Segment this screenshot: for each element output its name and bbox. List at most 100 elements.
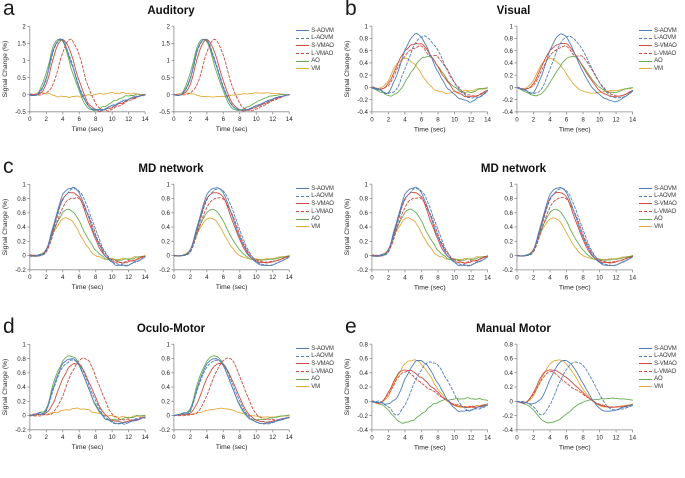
y-tick-label: 1 bbox=[509, 181, 513, 188]
y-axis-label: Signal Change (%) bbox=[2, 199, 9, 256]
x-axis-label: Time (sec) bbox=[72, 126, 104, 133]
legend-item-VM: VM bbox=[639, 65, 685, 73]
legend-label: S-AOVM bbox=[311, 185, 334, 192]
x-tick-label: 4 bbox=[61, 274, 65, 281]
series-line-S-AOVM bbox=[29, 358, 146, 425]
y-tick-label: 1 bbox=[364, 23, 368, 30]
legend-label: L-VMAO bbox=[311, 50, 334, 57]
series-line-VM bbox=[29, 91, 146, 99]
x-tick-label: 6 bbox=[222, 116, 226, 123]
x-tick-label: 4 bbox=[403, 274, 407, 281]
series-line-AO bbox=[516, 208, 633, 261]
panel-title-manual-motor: Manual Motor bbox=[476, 323, 551, 335]
x-tick-label: 8 bbox=[94, 274, 98, 281]
y-tick-label: 1 bbox=[22, 342, 26, 349]
x-tick-label: 14 bbox=[484, 434, 491, 441]
y-tick-label: 0.4 bbox=[359, 224, 368, 231]
legend-label: S-VMAO bbox=[654, 360, 677, 367]
series-line-AO bbox=[371, 55, 489, 97]
x-tick-label: 8 bbox=[94, 116, 98, 123]
legend-line-sample bbox=[639, 378, 653, 380]
axes bbox=[171, 25, 290, 115]
x-tick-label: 6 bbox=[420, 434, 424, 441]
axes bbox=[369, 343, 488, 433]
legend-item-L-AOVM: L-AOVM bbox=[296, 35, 342, 43]
legend-label: S-AOVM bbox=[654, 27, 677, 34]
series-line-S-AOVM bbox=[516, 359, 633, 412]
series-line-L-AOVM bbox=[371, 188, 489, 267]
x-tick-label: 2 bbox=[387, 116, 391, 123]
x-tick-label: 8 bbox=[581, 274, 585, 281]
y-tick-label: 0.2 bbox=[504, 72, 513, 79]
series-line-L-VMAO bbox=[516, 371, 633, 408]
legend-line-sample bbox=[639, 348, 653, 350]
y-tick-label: 0.2 bbox=[17, 398, 26, 405]
x-tick-label: 14 bbox=[484, 116, 491, 123]
legend-label: S-VMAO bbox=[311, 360, 334, 367]
x-tick-label: 14 bbox=[286, 274, 293, 281]
x-tick-label: 2 bbox=[387, 274, 391, 281]
legend-item-S-AOVM: S-AOVM bbox=[296, 185, 342, 193]
x-tick-label: 2 bbox=[45, 274, 49, 281]
x-axis-label: Time (sec) bbox=[72, 284, 104, 291]
legend-line-sample bbox=[296, 45, 310, 47]
y-tick-label: -0.2 bbox=[502, 97, 513, 104]
x-tick-label: 4 bbox=[61, 116, 65, 123]
y-tick-label: 0.6 bbox=[504, 210, 513, 217]
y-tick-label: 1 bbox=[22, 58, 26, 65]
legend-label: L-AOVM bbox=[654, 353, 676, 360]
y-tick-label: 0 bbox=[364, 399, 368, 406]
y-tick-label: 0 bbox=[167, 413, 171, 420]
x-tick-label: 10 bbox=[109, 274, 116, 281]
series-line-VM bbox=[173, 217, 290, 260]
x-tick-label: 10 bbox=[596, 274, 603, 281]
y-tick-label: 0.8 bbox=[359, 196, 368, 203]
series-line-AO bbox=[516, 397, 633, 424]
x-tick-label: 0 bbox=[172, 434, 176, 441]
subplot-left: 0 2 4 6 8 10 12 14 -0.4 -0.2 0 0.2 0.4 0.6 0.8 1 Time (s… bbox=[344, 23, 492, 133]
y-tick-label: 0.6 bbox=[359, 48, 368, 55]
legend-label: L-VMAO bbox=[654, 208, 676, 215]
y-tick-label: 0.4 bbox=[359, 60, 368, 67]
x-axis-label: Time (sec) bbox=[558, 126, 590, 133]
y-tick-label: 0.6 bbox=[504, 356, 513, 363]
legend-item-VM: VM bbox=[296, 65, 342, 73]
x-tick-label: 12 bbox=[468, 116, 475, 123]
legend-item-L-AOVM: L-AOVM bbox=[639, 353, 685, 361]
series-line-L-VMAO bbox=[29, 357, 146, 421]
legend-label: S-VMAO bbox=[654, 200, 677, 207]
x-axis-label: Time (sec) bbox=[558, 284, 590, 291]
y-tick-label: -0.5 bbox=[159, 109, 170, 116]
legend-line-sample bbox=[296, 355, 310, 357]
x-tick-label: 14 bbox=[286, 434, 293, 441]
legend-item-S-AOVM: S-AOVM bbox=[639, 185, 685, 193]
panel-letter-b: b bbox=[345, 0, 357, 20]
legend-item-L-VMAO: L-VMAO bbox=[639, 50, 685, 58]
legend-item-S-AOVM: S-AOVM bbox=[639, 345, 685, 353]
y-tick-label: 1.5 bbox=[161, 41, 170, 48]
axis-labels: 0 2 4 6 8 10 12 14 -0.4 -0.2 0 0.2 0.4 0.6 0.8 1 Time (s… bbox=[502, 23, 636, 133]
series-line-S-VMAO bbox=[371, 191, 489, 264]
y-tick-label: 0.4 bbox=[17, 224, 26, 231]
y-tick-label: 1 bbox=[167, 342, 171, 349]
series-line-L-VMAO bbox=[173, 38, 290, 112]
y-tick-label: 0 bbox=[167, 253, 171, 260]
x-tick-label: 6 bbox=[78, 116, 82, 123]
x-tick-label: 4 bbox=[548, 116, 552, 123]
legend-line-sample bbox=[639, 355, 653, 357]
legend-label: L-AOVM bbox=[311, 35, 334, 42]
legend-label: AO bbox=[311, 216, 320, 223]
x-tick-label: 12 bbox=[125, 116, 132, 123]
x-tick-label: 2 bbox=[531, 116, 535, 123]
x-tick-label: 8 bbox=[436, 274, 440, 281]
x-tick-label: 10 bbox=[253, 434, 260, 441]
y-tick-label: 0 bbox=[22, 413, 26, 420]
y-tick-label: 0.2 bbox=[359, 384, 368, 391]
x-tick-label: 0 bbox=[28, 434, 32, 441]
x-tick-label: 0 bbox=[172, 274, 176, 281]
legend-label: L-VMAO bbox=[654, 368, 676, 375]
legend-line-sample bbox=[639, 371, 653, 373]
